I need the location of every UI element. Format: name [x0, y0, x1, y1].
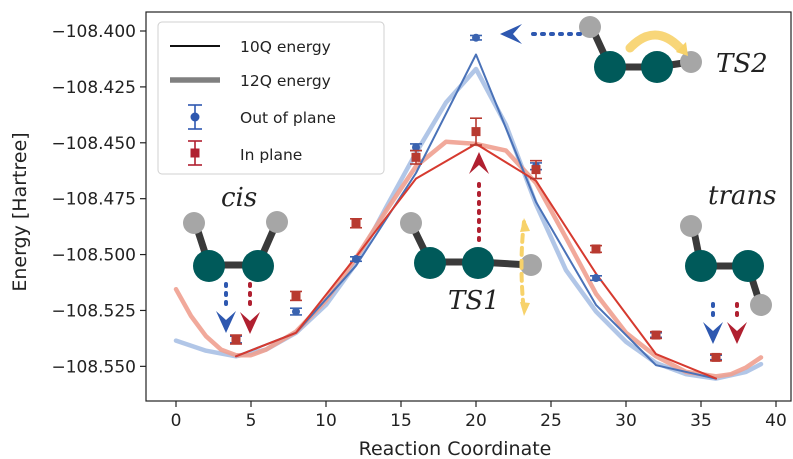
y-tick-label: −108.550 [51, 357, 136, 377]
cis-red-chevron-down-icon [240, 312, 260, 334]
data-point-out-of-plane [290, 307, 302, 316]
x-tick-label: 5 [246, 411, 257, 431]
marker-square [411, 152, 421, 162]
marker-square [591, 244, 601, 254]
data-point-in-plane [590, 244, 602, 254]
marker-square [471, 127, 481, 137]
hydrogen-atom-icon [400, 212, 422, 234]
molecule-illustrations [183, 16, 772, 344]
marker-square [711, 352, 721, 362]
carbon-atom-icon [193, 250, 225, 282]
carbon-atom-icon [594, 51, 626, 83]
hydrogen-atom-icon [183, 212, 205, 234]
y-tick-label: −108.450 [51, 134, 136, 154]
legend-marker-in-plane [188, 140, 202, 166]
ts1-rotation-arrowhead-down-icon [520, 302, 530, 316]
marker-circle [292, 307, 300, 316]
marker-square [291, 291, 301, 301]
plot-area [173, 33, 764, 381]
data-point-out-of-plane [590, 274, 602, 283]
y-tick-label: −108.500 [51, 246, 136, 266]
hydrogen-atom-icon [266, 211, 288, 233]
x-tick-label: 15 [390, 411, 412, 431]
carbon-atom-icon [242, 250, 274, 282]
cis-blue-chevron-down-icon [216, 311, 236, 333]
legend-label-out-of-plane: Out of plane [240, 109, 336, 127]
data-point-in-plane [650, 330, 662, 340]
ts2-rotation-arrow [625, 30, 685, 53]
legend-label-10q: 10Q energy [240, 38, 331, 56]
annotation-trans: trans [708, 181, 776, 211]
annotation-cis: cis [221, 183, 257, 213]
marker-circle [352, 255, 360, 264]
legend-label-12q: 12Q energy [240, 72, 331, 90]
legend: 10Q energy 12Q energy Out of plane In pl… [157, 21, 385, 175]
trans-blue-chevron-down-icon [703, 322, 723, 344]
carbon-atom-icon [462, 247, 494, 279]
hydrogen-atom-icon [520, 254, 542, 276]
series-line-10q-energy-out-of-plane [235, 53, 717, 380]
data-point-in-plane [410, 149, 422, 165]
marker-circle [472, 33, 480, 42]
hydrogen-atom-icon [680, 215, 702, 237]
x-tick-label: 20 [465, 411, 487, 431]
ts2-blue-chevron-left-icon [500, 24, 522, 44]
data-point-in-plane [470, 117, 482, 146]
data-point-in-plane [290, 290, 302, 302]
x-tick-label: 40 [765, 411, 787, 431]
y-tick-label: −108.400 [51, 22, 136, 42]
x-tick-label: 10 [315, 411, 337, 431]
data-point-out-of-plane [350, 255, 362, 264]
axes-ticks: 0 5 10 15 20 25 30 35 40 −108.400 −108.425 −108.450… [51, 22, 786, 431]
data-point-out-of-plane [470, 33, 482, 42]
marker-square [231, 335, 241, 345]
marker-circle [592, 274, 600, 283]
x-tick-label: 0 [171, 411, 182, 431]
data-point-in-plane [530, 159, 542, 180]
x-axis-label: Reaction Coordinate [359, 438, 552, 459]
y-tick-label: −108.525 [51, 301, 136, 321]
marker-square [351, 218, 361, 228]
carbon-atom-icon [685, 250, 717, 282]
carbon-atom-icon [414, 247, 446, 279]
trans-red-chevron-down-icon [727, 322, 747, 344]
hydrogen-atom-icon [579, 16, 601, 38]
marker-circle [412, 143, 420, 152]
legend-label-in-plane: In plane [240, 146, 302, 164]
y-axis-label: Energy [Hartree] [9, 132, 31, 291]
y-tick-label: −108.475 [51, 190, 136, 210]
hydrogen-atom-icon [680, 51, 702, 73]
ts1-red-chevron-up-icon [469, 152, 489, 174]
annotation-ts2: TS2 [716, 49, 768, 79]
carbon-atom-icon [732, 250, 764, 282]
carbon-atom-icon [641, 51, 673, 83]
y-tick-label: −108.425 [51, 78, 136, 98]
data-point-in-plane [710, 352, 722, 362]
marker-square [651, 330, 661, 340]
marker-square [531, 165, 541, 175]
x-tick-label: 30 [615, 411, 637, 431]
data-point-in-plane [230, 334, 242, 345]
legend-box [157, 21, 385, 175]
hydrogen-atom-icon [750, 294, 772, 316]
x-tick-label: 25 [540, 411, 562, 431]
ts1-rotation-arrowhead-up-icon [520, 218, 530, 232]
legend-marker-out-of-plane [188, 104, 202, 130]
x-tick-label: 35 [690, 411, 712, 431]
annotation-ts1: TS1 [448, 286, 500, 316]
data-point-in-plane [350, 217, 362, 229]
ts2-rotation-arrowhead-icon [676, 42, 688, 56]
plot-frame [145, 11, 792, 402]
